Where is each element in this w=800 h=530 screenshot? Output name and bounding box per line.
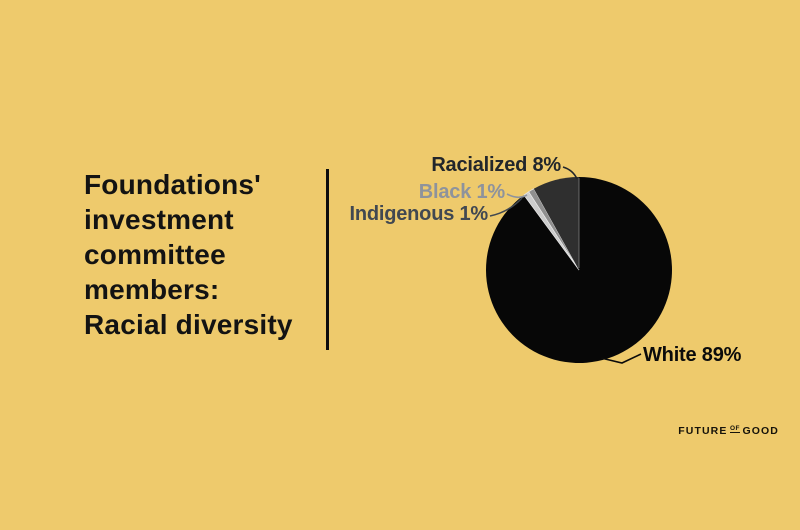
label-racialized: Racialized 8% (431, 154, 561, 176)
brand-word-good: GOOD (742, 425, 779, 437)
label-white: White 89% (643, 344, 742, 366)
label-black: Black 1% (418, 181, 505, 203)
pie-slice-racialized (533, 177, 579, 270)
leader-line-indigenous (489, 197, 523, 217)
chart-title: Foundations' investment committee member… (84, 169, 293, 340)
vertical-divider (326, 169, 329, 350)
brand-word-future: FUTURE (678, 425, 728, 437)
brand-logo: FUTURE OF GOOD (678, 425, 779, 437)
leader-line-white (600, 353, 642, 364)
pie-slices (486, 177, 673, 364)
brand-word-of: OF (729, 424, 740, 434)
leader-line-racialized (562, 166, 578, 180)
pie-slice-black (528, 188, 580, 271)
label-indigenous: Indigenous 1% (349, 203, 488, 225)
leader-line-black (506, 193, 528, 199)
